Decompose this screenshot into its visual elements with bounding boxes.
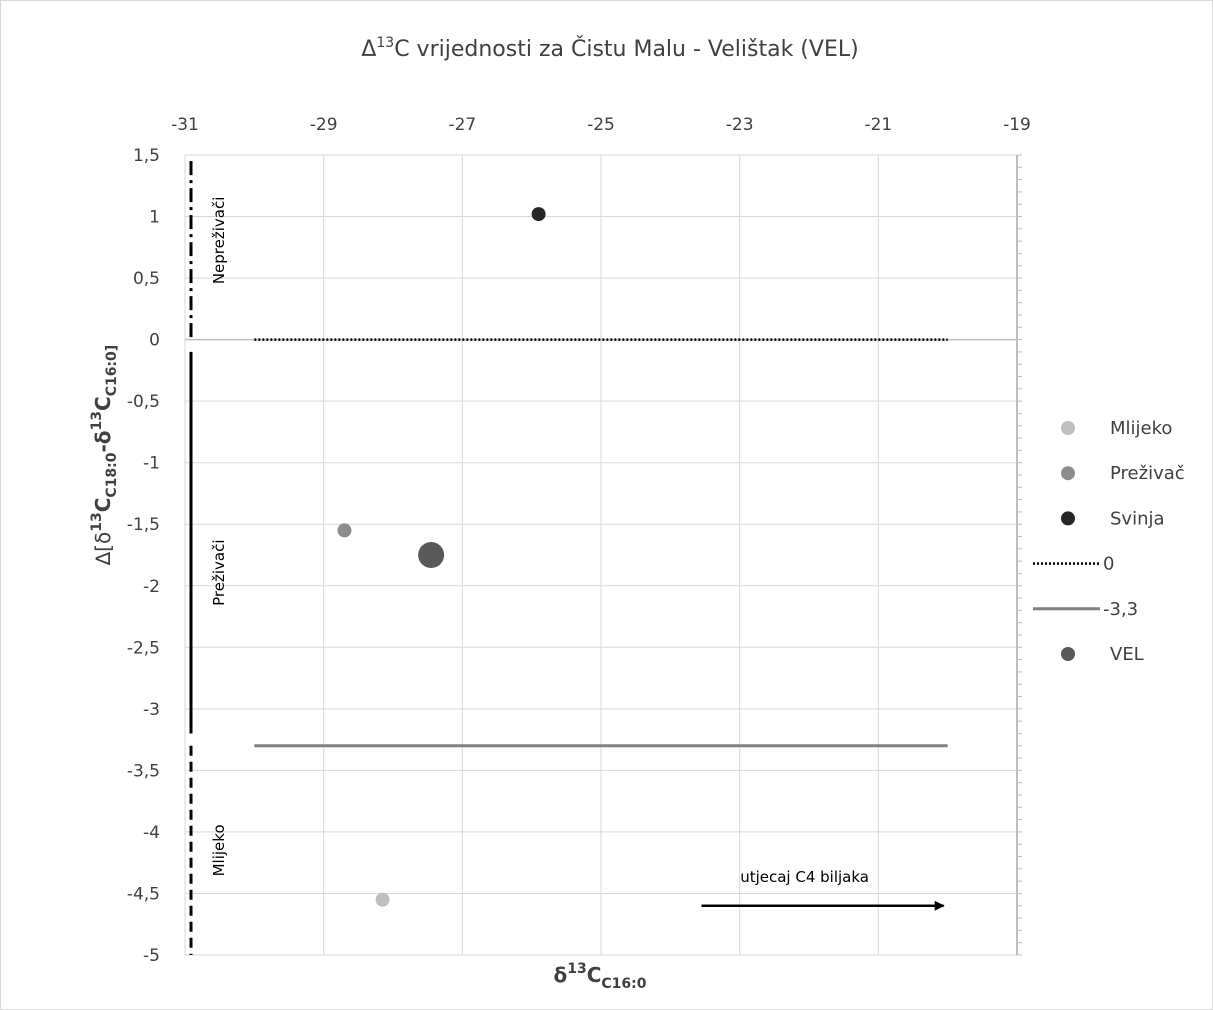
band-label: Nepreživači <box>210 197 228 285</box>
x-tick-label: -19 <box>1003 115 1031 135</box>
legend-label: -3,3 <box>1103 599 1138 620</box>
y-tick-label: -3,5 <box>127 761 160 781</box>
legend-entry: 0 <box>1033 554 1114 575</box>
y-tick-label: -4 <box>143 823 160 843</box>
legend-label: Svinja <box>1110 508 1165 529</box>
x-tick-label: -23 <box>726 115 754 135</box>
data-point <box>337 523 352 538</box>
legend-marker-swatch <box>1061 511 1075 526</box>
legend-label: Mlijeko <box>1110 418 1172 439</box>
reference-lines <box>254 338 948 748</box>
annotation-arrow: utjecaj C4 biljaka <box>701 868 945 911</box>
y-tick-label: 1 <box>149 208 160 228</box>
y-tick-label: -3 <box>143 700 160 720</box>
y-tick-label: -0,5 <box>127 392 160 412</box>
legend-entry: Svinja <box>1061 508 1165 529</box>
x-axis-title: δ13CC16:0 <box>553 961 646 992</box>
region-bands: Nepreživači Preživači Mlijeko <box>189 161 228 955</box>
legend-marker-swatch <box>1061 647 1075 661</box>
data-points <box>337 207 546 907</box>
annotation-label: utjecaj C4 biljaka <box>740 868 869 886</box>
data-point <box>531 207 546 222</box>
y-tick-label: -1 <box>143 454 160 474</box>
x-tick-label: -27 <box>448 115 476 135</box>
x-tick-label: -31 <box>171 115 199 135</box>
x-tick-label: -21 <box>864 115 892 135</box>
legend-marker-swatch <box>1061 421 1075 435</box>
y-tick-label: -4,5 <box>127 884 160 904</box>
legend-entry: Preživač <box>1061 463 1185 484</box>
y-tick-label: -5 <box>143 946 160 966</box>
x-tick-label: -25 <box>587 115 615 135</box>
chart-title: Δ13C vrijednosti za Čistu Malu - Velišta… <box>361 35 858 62</box>
y-tick-label: 0 <box>149 331 160 351</box>
y-tick-label: -2,5 <box>127 638 160 658</box>
axes: -31 -29 -27 -25 -23 -21 -19 1,5 1 0,5 0 -0,5 -1 -1,5 -… <box>127 115 1031 966</box>
data-point <box>418 542 445 568</box>
legend-entry: -3,3 <box>1033 599 1138 620</box>
y-tick-label: 1,5 <box>133 146 160 166</box>
x-tick-label: -29 <box>310 115 338 135</box>
legend-entry: Mlijeko <box>1061 418 1172 439</box>
legend-entry: VEL <box>1061 644 1144 665</box>
y-tick-label: 0,5 <box>133 269 160 289</box>
legend-marker-swatch <box>1061 466 1075 481</box>
legend-label: VEL <box>1110 644 1144 665</box>
y-tick-label: -1,5 <box>127 515 160 535</box>
y-tick-label: -2 <box>143 577 160 597</box>
y-axis-title: ∆[δ13CC18:0-δ13CC16:0] <box>89 345 120 566</box>
legend: Mlijeko Preživač Svinja 0 -3,3 VEL <box>1033 418 1185 665</box>
data-point <box>375 892 390 907</box>
legend-label: Preživač <box>1110 463 1185 484</box>
legend-label: 0 <box>1103 554 1114 575</box>
band-label: Preživači <box>210 540 228 606</box>
band-label: Mlijeko <box>210 824 228 876</box>
